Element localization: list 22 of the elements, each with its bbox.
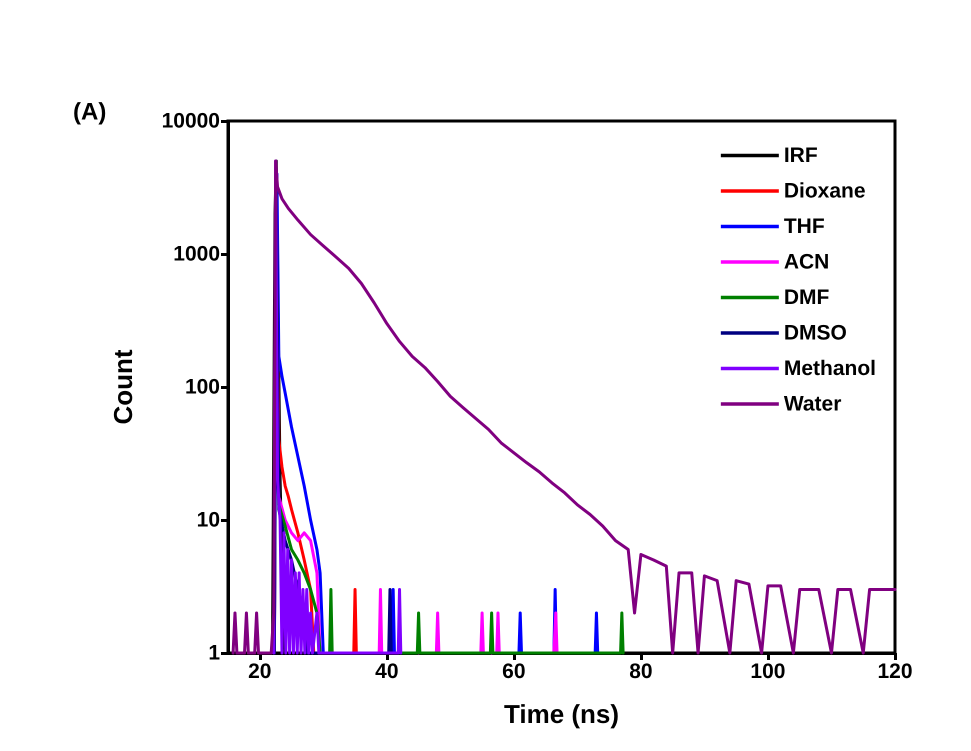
legend-label: THF [784,215,825,238]
legend-label: Methanol [784,357,876,380]
x-tick-label: 40 [375,660,398,683]
legend-label: DMF [784,286,830,309]
legend-label: Dioxane [784,180,866,202]
y-tick-label: 10 [196,508,220,532]
x-tick-label: 120 [877,660,913,683]
x-tick-label: 60 [502,660,526,683]
y-tick-label: 1 [208,642,220,664]
y-tick-label: 1000 [173,242,220,266]
legend-label: DMSO [784,322,847,344]
chart-title: (A) [73,98,106,126]
y-axis-title: Count [108,349,138,425]
legend-label: ACN [784,250,830,274]
x-tick-label: 100 [750,660,786,683]
legend-label: IRF [784,144,818,167]
x-axis-title: Time (ns) [504,699,620,729]
x-tick-label: 80 [629,660,653,683]
y-tick-label: 100 [184,376,220,398]
y-tick-label: 10000 [162,110,220,132]
legend-label: Water [784,392,842,416]
x-tick-label: 20 [248,660,272,683]
